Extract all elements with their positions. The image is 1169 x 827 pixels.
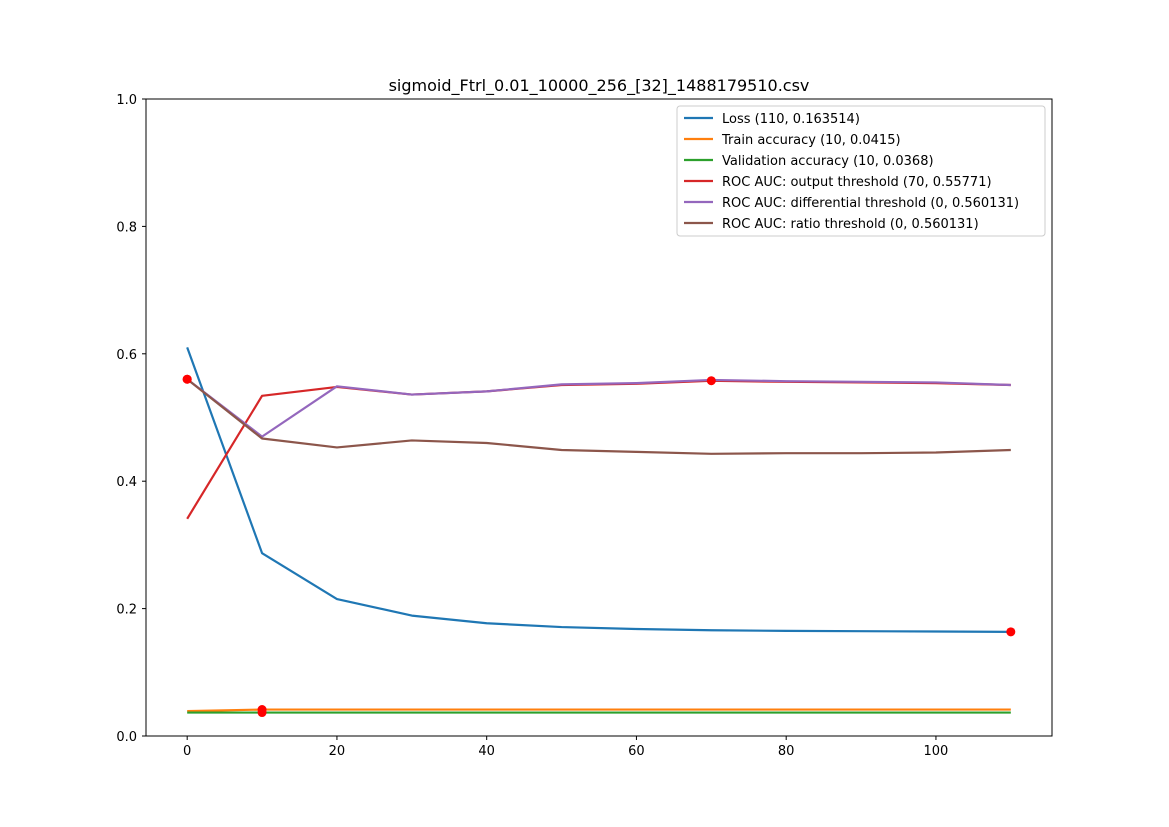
x-tick-label: 60 bbox=[628, 744, 645, 759]
x-tick-label: 20 bbox=[329, 744, 346, 759]
series-line-1 bbox=[186, 347, 1011, 633]
series-marker-6 bbox=[182, 374, 192, 384]
x-tick-label: 40 bbox=[478, 744, 495, 759]
y-tick-label: 0.6 bbox=[116, 348, 137, 363]
y-tick-label: 0.4 bbox=[116, 475, 137, 490]
series-marker-4 bbox=[706, 376, 716, 386]
x-tick-label: 100 bbox=[924, 744, 949, 759]
axes-layer: 0 20 40 60 80 100 0.0 0.2 0.4 0.6 0.8 1.0 bbox=[116, 93, 1053, 759]
chart-title: sigmoid_Ftrl_0.01_10000_256_[32]_1488179… bbox=[389, 76, 810, 96]
legend-entry-4: ROC AUC: output threshold (70, 0.55771) bbox=[722, 175, 992, 190]
plot-frame bbox=[145, 98, 1053, 737]
y-tick-label: 0.8 bbox=[116, 220, 137, 235]
legend-entry-2: Train accuracy (10, 0.0415) bbox=[721, 133, 901, 148]
series-line-2 bbox=[187, 708, 1011, 713]
series-layer bbox=[186, 347, 1011, 714]
marker-layer bbox=[182, 374, 1016, 718]
series-line-5 bbox=[186, 378, 1011, 438]
y-tick-label: 0.2 bbox=[116, 603, 137, 618]
legend-entry-3: Validation accuracy (10, 0.0368) bbox=[722, 154, 934, 169]
legend-entry-6: ROC AUC: ratio threshold (0, 0.560131) bbox=[722, 217, 979, 232]
y-tick-label: 0.0 bbox=[116, 730, 137, 745]
x-tick-label: 80 bbox=[778, 744, 795, 759]
series-line-6 bbox=[186, 378, 1011, 455]
y-tick-label: 1.0 bbox=[116, 93, 137, 108]
legend: Loss (110, 0.163514) Train accuracy (10, … bbox=[676, 105, 1046, 237]
legend-box bbox=[676, 105, 1046, 237]
x-tick-label: 0 bbox=[183, 744, 191, 759]
legend-entry-1: Loss (110, 0.163514) bbox=[722, 112, 860, 127]
series-marker-1 bbox=[1006, 627, 1016, 637]
legend-entry-5: ROC AUC: differential threshold (0, 0.56… bbox=[722, 196, 1019, 211]
series-marker-3 bbox=[257, 708, 267, 718]
